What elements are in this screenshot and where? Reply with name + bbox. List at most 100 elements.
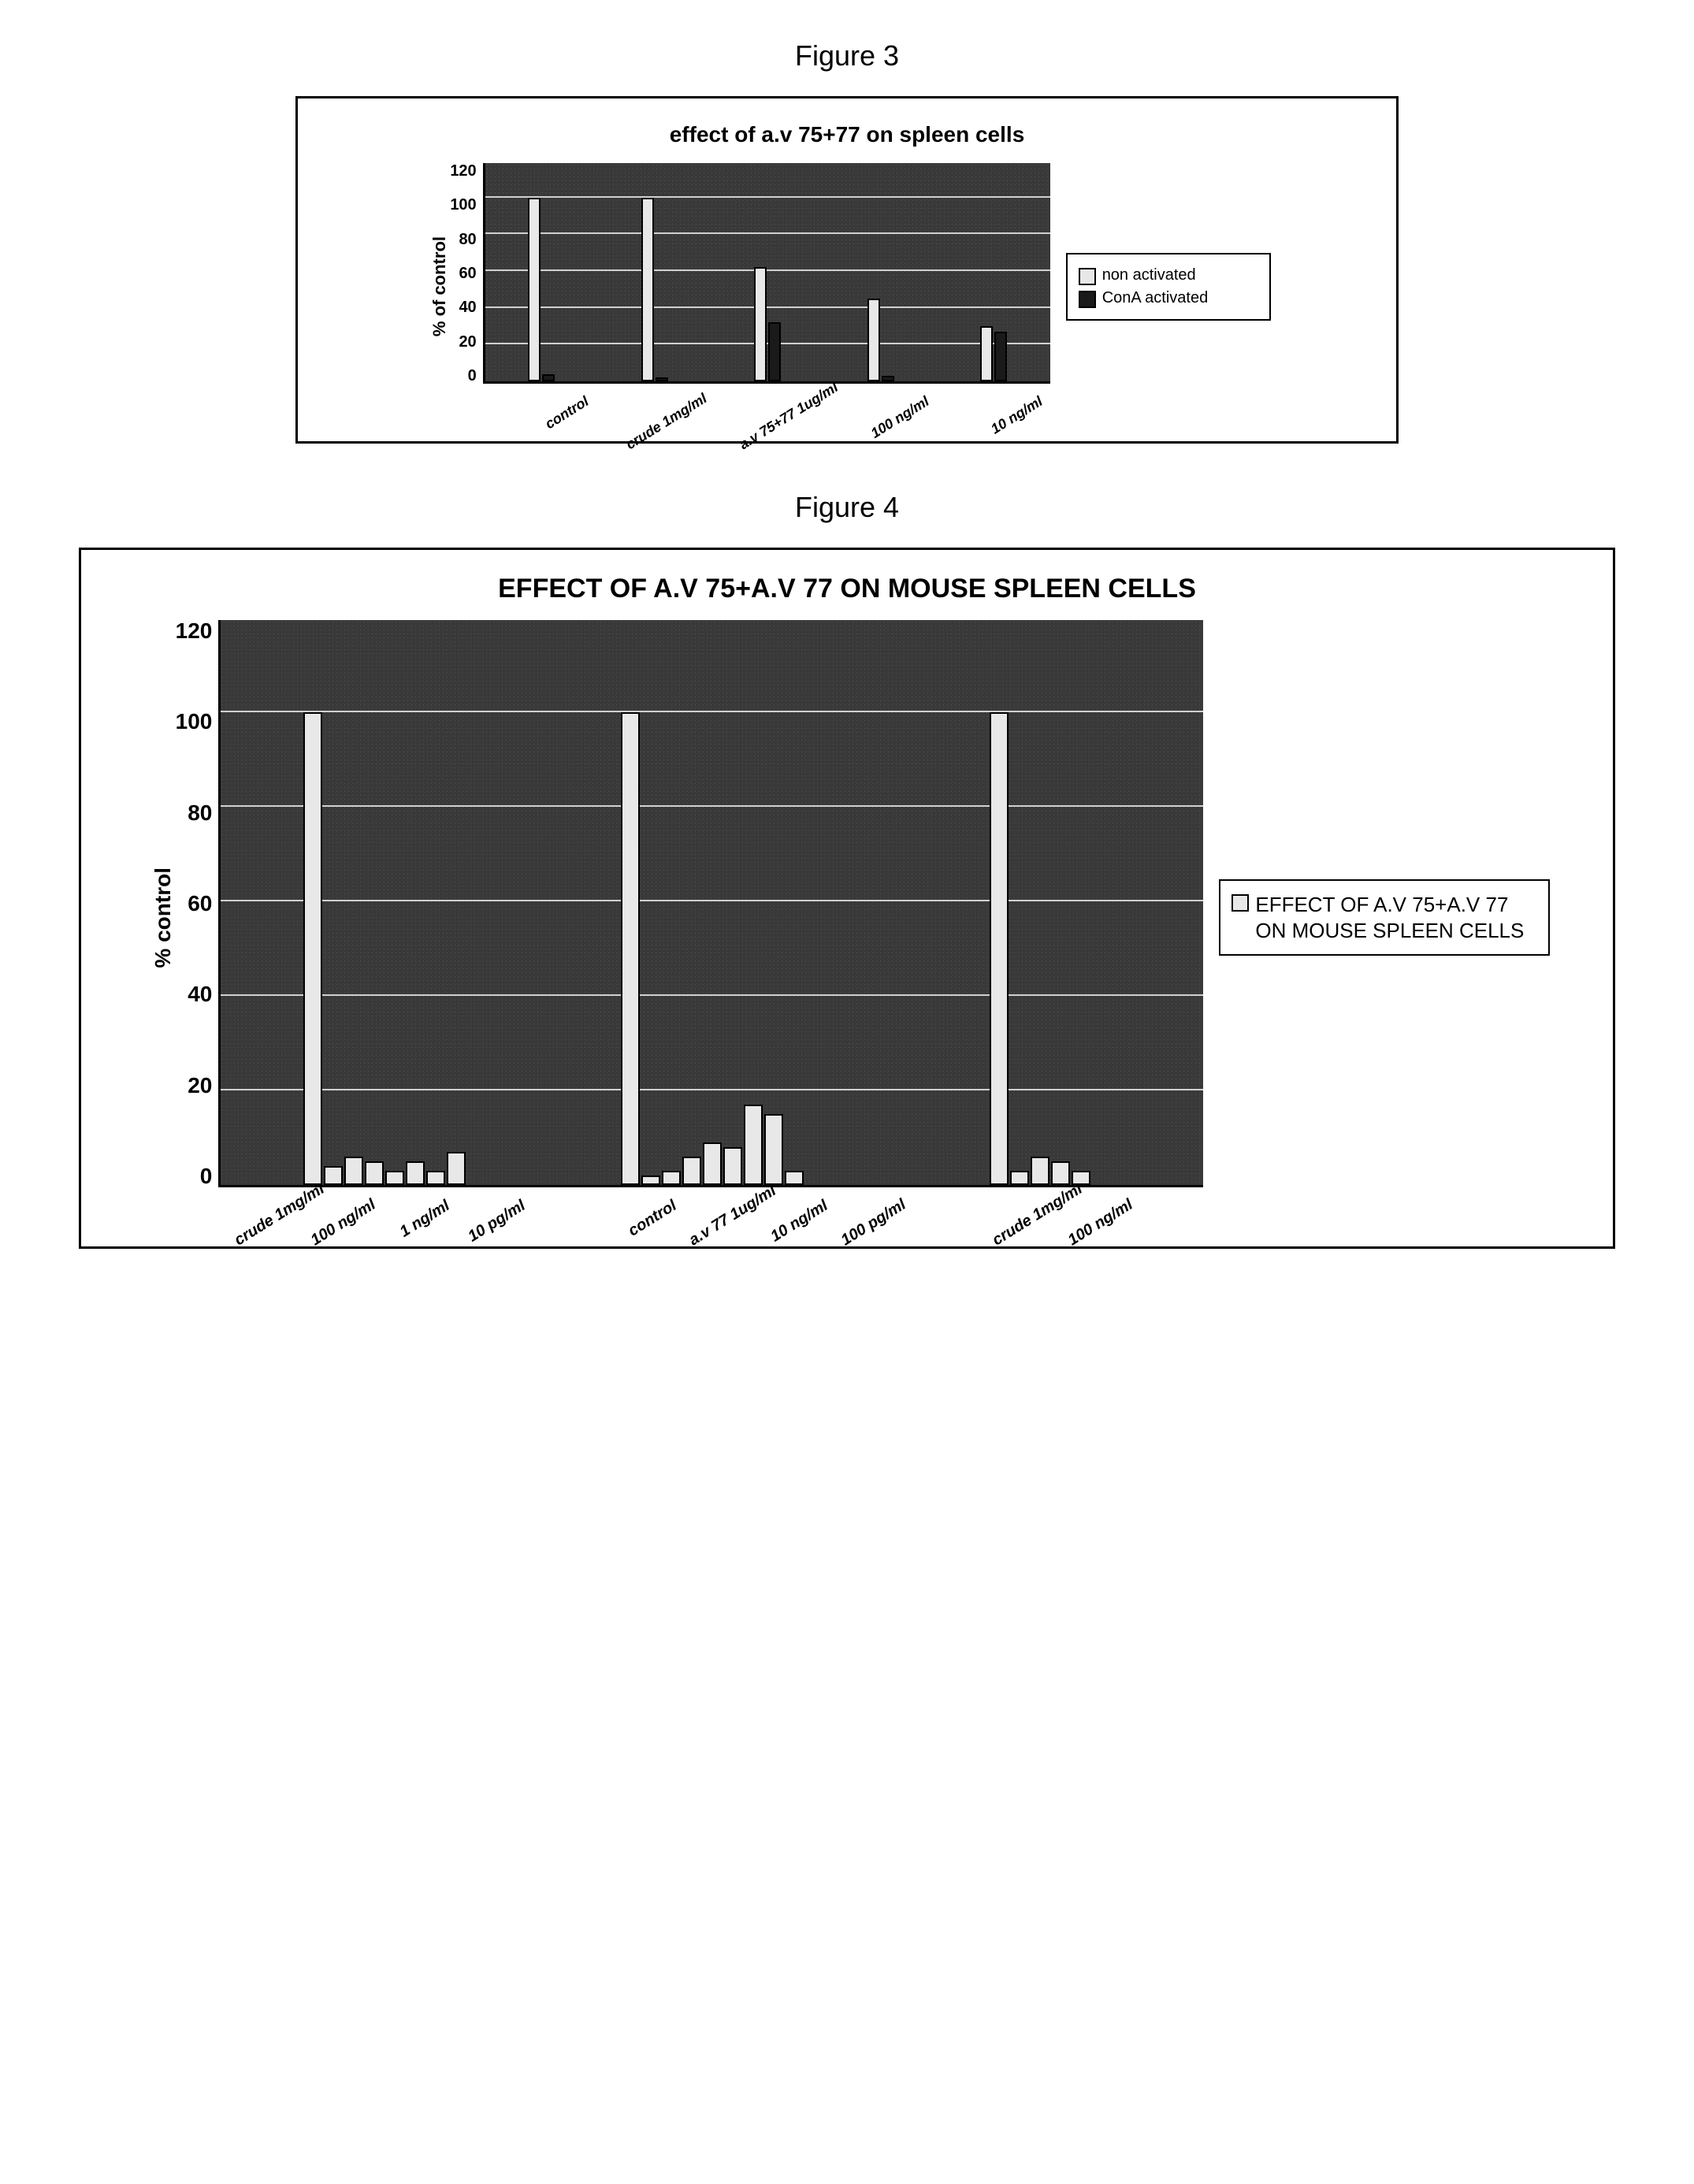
chart-bar — [1072, 1171, 1090, 1185]
x-tick-label: crude 1mg/ml — [232, 1197, 302, 1250]
chart-bar — [1031, 1157, 1049, 1185]
figure3-bars-row — [485, 198, 1050, 381]
x-tick-label: crude 1mg/ml — [990, 1197, 1060, 1250]
x-tick-label: 100 ng/ml — [1065, 1197, 1135, 1250]
chart-bar — [641, 198, 654, 381]
chart-bar — [344, 1157, 363, 1185]
legend-swatch — [1231, 894, 1249, 912]
chart-bar — [785, 1171, 804, 1185]
figure3-chart-frame: effect of a.v 75+77 on spleen cells % of… — [295, 96, 1399, 444]
chart-bar — [764, 1114, 783, 1185]
y-tick-label: 80 — [188, 802, 212, 824]
chart-bar — [542, 374, 555, 381]
chart-bar — [641, 1176, 660, 1185]
chart-bar — [426, 1171, 445, 1185]
bar-group — [937, 326, 1049, 381]
figure4-plot-col: crude 1mg/ml100 ng/ml1 ng/ml10 pg/mlcont… — [218, 620, 1203, 1215]
chart-bar — [385, 1171, 404, 1185]
figure4-plot-wrap: % control 120100806040200 crude 1mg/ml10… — [144, 620, 1204, 1215]
bar-group — [485, 198, 598, 381]
x-tick-label: 10 ng/ml — [963, 393, 1045, 453]
x-tick-label: a.v 75+77 1ug/ml — [736, 393, 818, 453]
y-tick-label: 120 — [176, 620, 213, 642]
x-tick-label: 100 pg/ml — [838, 1197, 908, 1250]
x-tick-label — [535, 1197, 605, 1250]
x-tick-label: control — [509, 393, 591, 453]
figure4-x-ticks: crude 1mg/ml100 ng/ml1 ng/ml10 pg/mlcont… — [218, 1187, 1203, 1215]
figure3-y-axis-label: % of control — [423, 236, 450, 336]
chart-bar — [682, 1157, 701, 1185]
x-tick-label: a.v 77 1ug/ml — [686, 1197, 756, 1250]
legend-item: non activated — [1079, 266, 1258, 285]
x-tick-label: 1 ng/ml — [383, 1197, 453, 1250]
legend-label: ConA activated — [1102, 288, 1209, 308]
bar-group — [548, 712, 876, 1185]
figure4-legend: EFFECT OF A.V 75+A.V 77 ON MOUSE SPLEEN … — [1219, 879, 1550, 956]
legend-label: EFFECT OF A.V 75+A.V 77 ON MOUSE SPLEEN … — [1255, 892, 1537, 943]
x-tick-label: crude 1mg/ml — [622, 393, 704, 453]
x-tick-label: control — [611, 1197, 681, 1250]
figure4-plot-area — [218, 620, 1203, 1187]
chart-bar — [621, 712, 640, 1185]
chart-bar — [447, 1152, 466, 1185]
legend-label: non activated — [1102, 266, 1196, 285]
figure3-caption: Figure 3 — [79, 39, 1615, 72]
x-tick-label — [913, 1197, 983, 1250]
y-tick-label: 80 — [459, 232, 476, 247]
chart-bar — [703, 1142, 722, 1185]
figure4-y-axis-label: % control — [144, 867, 176, 968]
y-tick-label: 40 — [459, 299, 476, 315]
legend-swatch — [1079, 291, 1096, 308]
bar-group — [711, 267, 824, 381]
y-tick-label: 20 — [459, 334, 476, 350]
chart-bar — [528, 198, 541, 381]
y-tick-label: 100 — [176, 711, 213, 733]
figure4-chart-body: % control 120100806040200 crude 1mg/ml10… — [97, 620, 1597, 1215]
chart-bar — [980, 326, 993, 381]
legend-swatch — [1079, 268, 1096, 285]
y-tick-label: 120 — [450, 163, 476, 179]
chart-bar — [744, 1105, 763, 1185]
chart-bar — [882, 376, 894, 381]
chart-bar — [1010, 1171, 1029, 1185]
x-tick-label: 10 pg/ml — [459, 1197, 529, 1250]
legend-item: EFFECT OF A.V 75+A.V 77 ON MOUSE SPLEEN … — [1231, 892, 1537, 943]
figure3-plot-col: controlcrude 1mg/mla.v 75+77 1ug/ml100 n… — [483, 163, 1050, 410]
x-tick-label — [1141, 1197, 1211, 1250]
chart-bar — [994, 332, 1007, 381]
y-tick-label: 100 — [450, 197, 476, 213]
x-tick-label: 100 ng/ml — [307, 1197, 377, 1250]
chart-bar — [990, 712, 1009, 1185]
figure3-y-ticks: 120100806040200 — [450, 163, 482, 384]
figure3-chart-body: % of control 120100806040200 controlcrud… — [314, 163, 1380, 410]
chart-bar — [365, 1161, 384, 1185]
figure4-bars-row — [221, 712, 1203, 1185]
chart-bar — [656, 377, 668, 381]
figure3-legend: non activated ConA activated — [1066, 253, 1271, 321]
chart-bar — [867, 299, 880, 381]
x-tick-label: 100 ng/ml — [849, 393, 931, 453]
y-tick-label: 60 — [188, 893, 212, 915]
y-tick-label: 0 — [200, 1165, 213, 1187]
figure3-plot-area — [483, 163, 1050, 384]
chart-bar — [662, 1171, 681, 1185]
figure4-y-ticks: 120100806040200 — [176, 620, 219, 1187]
figure3-plot-wrap: % of control 120100806040200 controlcrud… — [423, 163, 1049, 410]
figure4-chart-title: EFFECT OF A.V 75+A.V 77 ON MOUSE SPLEEN … — [97, 574, 1597, 604]
bar-group — [876, 712, 1204, 1185]
chart-bar — [1051, 1161, 1070, 1185]
chart-bar — [303, 712, 322, 1185]
figure3-x-ticks: controlcrude 1mg/mla.v 75+77 1ug/ml100 n… — [483, 384, 1050, 410]
figure4-caption: Figure 4 — [79, 491, 1615, 524]
bar-group — [221, 712, 548, 1185]
y-tick-label: 60 — [459, 266, 476, 281]
legend-item: ConA activated — [1079, 288, 1258, 308]
chart-bar — [754, 267, 767, 381]
figure4-chart-frame: EFFECT OF A.V 75+A.V 77 ON MOUSE SPLEEN … — [79, 548, 1615, 1249]
y-tick-label: 40 — [188, 983, 212, 1005]
bar-group — [598, 198, 711, 381]
chart-bar — [768, 322, 781, 381]
chart-bar — [723, 1147, 742, 1185]
x-tick-label: 10 ng/ml — [762, 1197, 832, 1250]
chart-bar — [324, 1166, 343, 1185]
